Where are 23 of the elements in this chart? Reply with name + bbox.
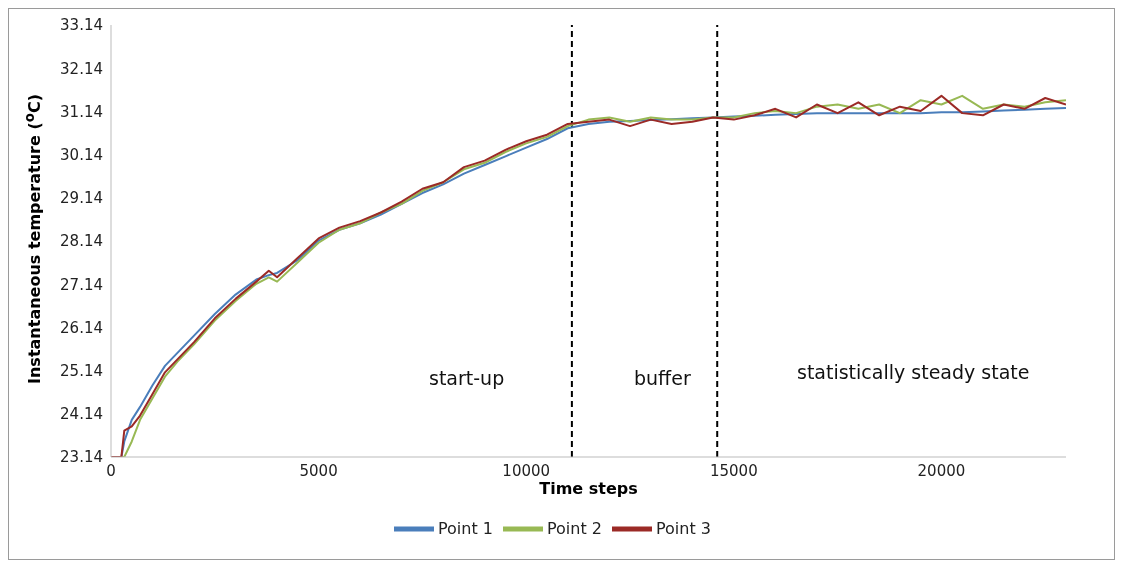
y-tick-label: 24.14 <box>60 405 103 424</box>
annotation: statistically steady state <box>797 361 1030 383</box>
legend-label: Point 1 <box>438 518 493 538</box>
legend-label: Point 2 <box>547 518 602 538</box>
y-tick-label: 32.14 <box>60 59 103 78</box>
y-tick-label: 27.14 <box>60 275 103 294</box>
y-tick-label: 25.14 <box>60 361 103 380</box>
y-tick-label: 30.14 <box>60 145 103 164</box>
y-tick-label: 33.14 <box>60 16 103 35</box>
y-tick-label: 23.14 <box>60 448 103 467</box>
annotation: buffer <box>634 367 691 389</box>
x-tick-label: 20000 <box>917 461 966 480</box>
x-axis-title: Time steps <box>539 479 638 499</box>
x-tick-label: 10000 <box>502 461 551 480</box>
annotation: start-up <box>429 367 505 389</box>
x-tick-label: 5000 <box>299 461 338 480</box>
y-tick-label: 31.14 <box>60 102 103 121</box>
x-tick-label: 15000 <box>709 461 758 480</box>
y-tick-label: 28.14 <box>60 232 103 251</box>
y-tick-label: 29.14 <box>60 189 103 208</box>
y-tick-label: 26.14 <box>60 318 103 337</box>
x-tick-label: 0 <box>106 461 116 480</box>
legend-label: Point 3 <box>656 518 711 538</box>
